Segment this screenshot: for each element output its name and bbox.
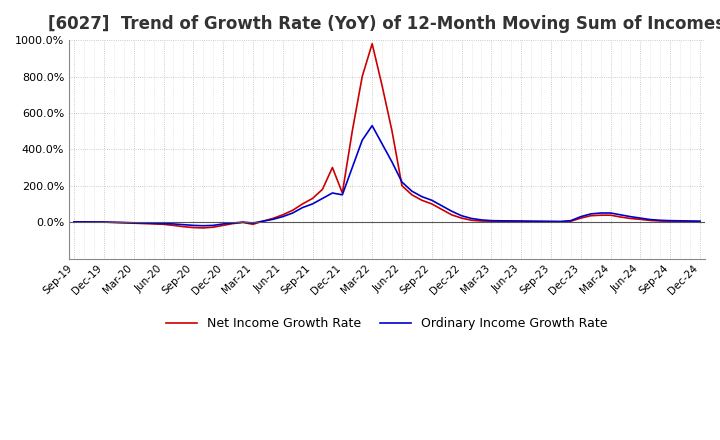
Line: Ordinary Income Growth Rate: Ordinary Income Growth Rate (74, 126, 700, 226)
Ordinary Income Growth Rate (149, 220, 158, 226)
Net Income Growth Rate (497, 219, 505, 224)
Net Income Growth Rate (199, 225, 207, 231)
Net Income Growth Rate (149, 221, 158, 227)
Ordinary Income Growth Rate (199, 223, 207, 228)
Net Income Growth Rate (338, 191, 346, 196)
Ordinary Income Growth Rate (397, 180, 406, 185)
Net Income Growth Rate (368, 41, 377, 46)
Ordinary Income Growth Rate (497, 218, 505, 224)
Ordinary Income Growth Rate (70, 219, 78, 224)
Net Income Growth Rate (70, 219, 78, 224)
Ordinary Income Growth Rate (437, 203, 446, 209)
Net Income Growth Rate (437, 207, 446, 212)
Net Income Growth Rate (397, 183, 406, 188)
Ordinary Income Growth Rate (368, 123, 377, 128)
Ordinary Income Growth Rate (338, 192, 346, 198)
Line: Net Income Growth Rate: Net Income Growth Rate (74, 44, 700, 228)
Net Income Growth Rate (487, 219, 495, 224)
Ordinary Income Growth Rate (696, 219, 704, 224)
Title: [6027]  Trend of Growth Rate (YoY) of 12-Month Moving Sum of Incomes: [6027] Trend of Growth Rate (YoY) of 12-… (48, 15, 720, 33)
Net Income Growth Rate (696, 219, 704, 224)
Ordinary Income Growth Rate (487, 218, 495, 223)
Legend: Net Income Growth Rate, Ordinary Income Growth Rate: Net Income Growth Rate, Ordinary Income … (161, 312, 613, 335)
